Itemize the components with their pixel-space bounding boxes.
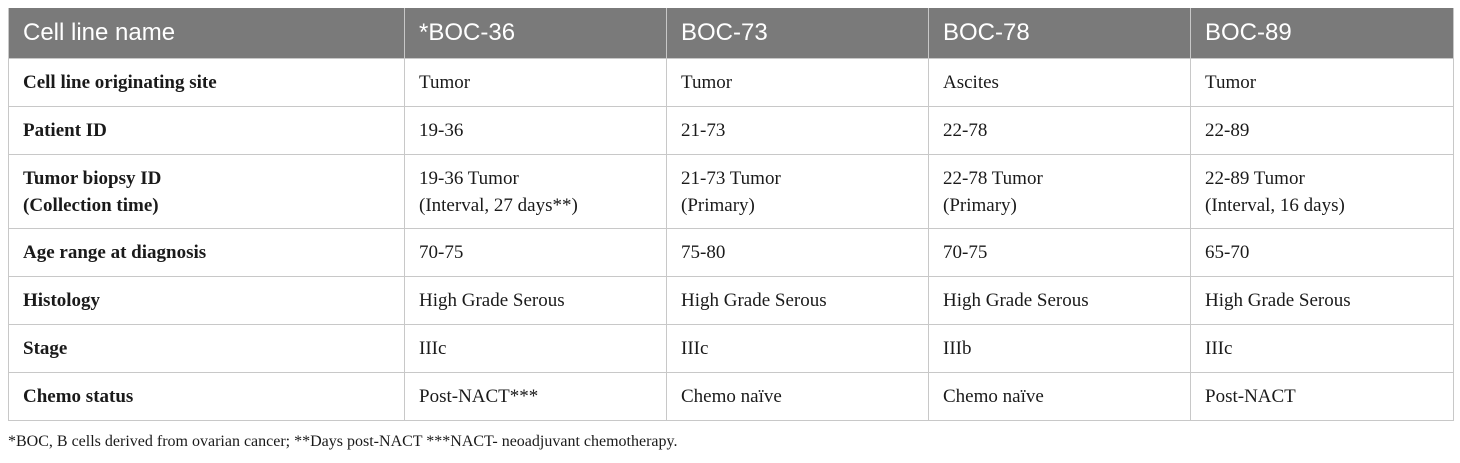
cell-text: Tumor — [1205, 72, 1257, 93]
header-boc-36: *BOC-36 — [404, 8, 667, 59]
table-cell: High Grade Serous — [1190, 276, 1454, 325]
row-label-text: Cell line originating site — [23, 72, 217, 93]
cell-text: 22-89 Tumor — [1205, 167, 1305, 189]
cell-text: 70-75 — [419, 242, 464, 263]
table-cell: 75-80 — [666, 228, 929, 277]
table-cell: 21-73 — [666, 106, 929, 155]
table-row: Patient ID 19-36 21-73 22-78 22-89 — [8, 106, 1454, 155]
table-cell: 21-73 Tumor (Primary) — [666, 154, 929, 229]
table-cell: Post-NACT*** — [404, 372, 667, 421]
cell-text: High Grade Serous — [1205, 290, 1351, 311]
row-label-text: Stage — [23, 338, 68, 359]
table-cell: 70-75 — [404, 228, 667, 277]
cell-text: High Grade Serous — [419, 290, 565, 311]
cell-text: 19-36 — [419, 120, 464, 141]
header-cell-line-name: Cell line name — [8, 8, 405, 59]
cell-text: Post-NACT — [1205, 386, 1296, 407]
cell-text: Tumor — [419, 72, 471, 93]
row-label-cell: Histology — [8, 276, 405, 325]
cell-text: (Interval, 16 days) — [1205, 194, 1345, 216]
cell-text: (Interval, 27 days**) — [419, 194, 578, 216]
cell-text: IIIb — [943, 338, 972, 359]
row-label-cell: Stage — [8, 324, 405, 373]
table-cell: Tumor — [666, 58, 929, 107]
table-header: Cell line name *BOC-36 BOC-73 BOC-78 BOC… — [8, 8, 1454, 59]
row-label-cell: Tumor biopsy ID (Collection time) — [8, 154, 405, 229]
table-row: Tumor biopsy ID (Collection time) 19-36 Tu… — [8, 154, 1454, 229]
table-cell: 22-78 — [928, 106, 1191, 155]
cell-text: IIIc — [419, 338, 447, 359]
table-cell: Tumor — [1190, 58, 1454, 107]
cell-text: Post-NACT*** — [419, 386, 539, 407]
table-cell: 19-36 Tumor (Interval, 27 days**) — [404, 154, 667, 229]
table-row: Chemo status Post-NACT*** Chemo naïve Chemo… — [8, 372, 1454, 421]
row-label-cell: Cell line originating site — [8, 58, 405, 107]
table-cell: 19-36 — [404, 106, 667, 155]
cell-text: Tumor — [681, 72, 733, 93]
table-row: Stage IIIc IIIc IIIb IIIc — [8, 324, 1454, 373]
cell-line-table-container: Cell line name *BOC-36 BOC-73 BOC-78 BOC… — [8, 8, 1454, 421]
table-cell: 65-70 — [1190, 228, 1454, 277]
table-cell: 22-89 — [1190, 106, 1454, 155]
cell-text: Chemo naïve — [943, 386, 1044, 407]
cell-text: 22-89 — [1205, 120, 1250, 141]
row-label-text: Age range at diagnosis — [23, 242, 207, 263]
row-label-text: (Collection time) — [23, 194, 159, 216]
cell-text: 65-70 — [1205, 242, 1250, 263]
table-cell: High Grade Serous — [404, 276, 667, 325]
table-cell: 70-75 — [928, 228, 1191, 277]
table-cell: Chemo naïve — [666, 372, 929, 421]
table-cell: Post-NACT — [1190, 372, 1454, 421]
cell-text: 22-78 — [943, 120, 988, 141]
table-row: Cell line originating site Tumor Tumor Asci… — [8, 58, 1454, 107]
table-cell: High Grade Serous — [666, 276, 929, 325]
table-row: Age range at diagnosis 70-75 75-80 70-75 65-… — [8, 228, 1454, 277]
cell-text: 21-73 — [681, 120, 726, 141]
header-boc-73: BOC-73 — [666, 8, 929, 59]
cell-text: High Grade Serous — [943, 290, 1089, 311]
table-body: Cell line originating site Tumor Tumor Asci… — [8, 58, 1454, 421]
row-label-cell: Chemo status — [8, 372, 405, 421]
header-row: Cell line name *BOC-36 BOC-73 BOC-78 BOC… — [8, 8, 1454, 59]
table-cell: Tumor — [404, 58, 667, 107]
row-label-text: Patient ID — [23, 120, 107, 141]
table-cell: IIIc — [1190, 324, 1454, 373]
table-cell: High Grade Serous — [928, 276, 1191, 325]
header-boc-89: BOC-89 — [1190, 8, 1454, 59]
cell-line-table: Cell line name *BOC-36 BOC-73 BOC-78 BOC… — [8, 8, 1454, 421]
cell-text: IIIc — [1205, 338, 1233, 359]
table-row: Histology High Grade Serous High Grade Ser… — [8, 276, 1454, 325]
row-label-text: Tumor biopsy ID — [23, 167, 162, 189]
cell-text: Chemo naïve — [681, 386, 782, 407]
cell-text: 75-80 — [681, 242, 726, 263]
cell-text: High Grade Serous — [681, 290, 827, 311]
table-cell: 22-89 Tumor (Interval, 16 days) — [1190, 154, 1454, 229]
row-label-text: Chemo status — [23, 386, 134, 407]
header-boc-78: BOC-78 — [928, 8, 1191, 59]
table-cell: IIIb — [928, 324, 1191, 373]
table-cell: Ascites — [928, 58, 1191, 107]
table-cell: Chemo naïve — [928, 372, 1191, 421]
cell-text: IIIc — [681, 338, 709, 359]
cell-text: (Primary) — [681, 194, 755, 216]
cell-text: Ascites — [943, 72, 999, 93]
table-footnote: *BOC, B cells derived from ovarian cance… — [8, 433, 678, 450]
table-cell: IIIc — [666, 324, 929, 373]
cell-text: 70-75 — [943, 242, 988, 263]
row-label-cell: Patient ID — [8, 106, 405, 155]
cell-text: 19-36 Tumor — [419, 167, 519, 189]
cell-text: (Primary) — [943, 194, 1017, 216]
row-label-text: Histology — [23, 290, 101, 311]
cell-text: 22-78 Tumor — [943, 167, 1043, 189]
row-label-cell: Age range at diagnosis — [8, 228, 405, 277]
table-cell: 22-78 Tumor (Primary) — [928, 154, 1191, 229]
table-cell: IIIc — [404, 324, 667, 373]
cell-text: 21-73 Tumor — [681, 167, 781, 189]
